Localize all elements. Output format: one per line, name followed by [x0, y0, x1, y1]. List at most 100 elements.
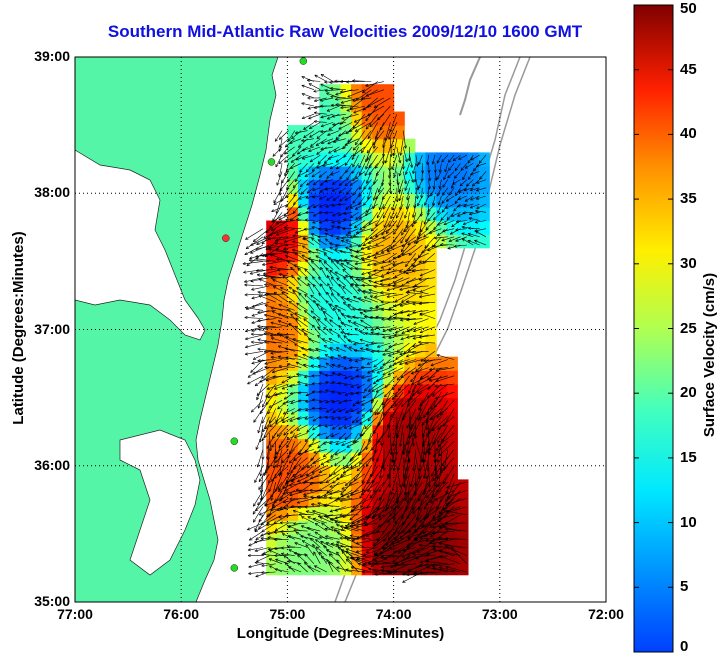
vector-head: [399, 354, 403, 356]
vector-head: [314, 74, 317, 78]
velocity-vector: [331, 381, 340, 385]
vector-head: [396, 451, 399, 455]
vector-head: [402, 451, 406, 455]
velocity-vector: [329, 243, 340, 246]
velocity-cell: [457, 561, 469, 576]
velocity-vector: [352, 187, 359, 196]
vector-head: [379, 283, 383, 286]
velocity-vector: [287, 546, 302, 548]
vector-head: [316, 137, 320, 139]
vector-head: [332, 199, 336, 201]
velocity-vector: [258, 278, 276, 287]
vector-head: [332, 139, 336, 143]
velocity-vector: [368, 563, 391, 565]
velocity-vector: [397, 449, 404, 471]
velocity-cell: [351, 465, 363, 480]
vector-head: [261, 375, 264, 379]
vector-head: [295, 132, 299, 135]
vector-head: [401, 245, 406, 247]
velocity-vector: [368, 163, 378, 176]
velocity-vector: [367, 408, 378, 422]
velocity-cell: [467, 152, 480, 167]
velocity-vector: [307, 258, 321, 262]
velocity-vector: [382, 400, 398, 416]
vector-head: [368, 274, 371, 278]
velocity-vector: [310, 138, 321, 147]
vector-head: [343, 425, 347, 429]
vector-head: [336, 551, 340, 554]
velocity-vector: [312, 510, 327, 516]
vector-head: [293, 552, 297, 555]
velocity-cell: [467, 234, 480, 249]
vector-head: [313, 107, 317, 110]
velocity-vector: [283, 244, 302, 250]
velocity-vector: [411, 408, 423, 428]
vector-head: [363, 186, 365, 190]
velocity-cell: [383, 97, 395, 113]
velocity-vector: [359, 130, 372, 145]
vector-head: [315, 546, 320, 548]
velocity-cell: [308, 424, 320, 440]
vector-head: [261, 255, 265, 258]
velocity-cell: [276, 275, 288, 290]
velocity-vector: [334, 506, 353, 511]
vector-head: [331, 114, 335, 117]
vector-head: [250, 341, 254, 344]
velocity-vector: [294, 354, 308, 360]
velocity-vector: [355, 171, 366, 180]
velocity-vector: [257, 416, 264, 434]
velocity-vector: [253, 506, 264, 523]
vector-head: [281, 419, 285, 422]
velocity-cell: [425, 533, 437, 549]
vector-head: [324, 318, 328, 320]
vector-head: [338, 436, 341, 440]
vector-head: [334, 521, 338, 524]
velocity-cell: [298, 465, 310, 480]
velocity-vector: [305, 195, 315, 199]
vector-head: [248, 543, 251, 546]
vector-head: [355, 143, 358, 146]
vector-head: [335, 138, 339, 140]
vector-head: [274, 459, 277, 463]
vector-head: [380, 442, 382, 446]
vector-head: [310, 495, 314, 498]
velocity-cell: [287, 397, 299, 412]
vector-head: [338, 400, 341, 404]
vector-head: [369, 306, 373, 309]
velocity-vector: [396, 530, 417, 543]
velocity-vector: [355, 212, 366, 220]
velocity-vector: [352, 146, 366, 157]
vector-head: [330, 543, 334, 546]
velocity-vector: [320, 283, 327, 295]
velocity-vector: [303, 496, 321, 499]
vector-head: [375, 304, 378, 308]
velocity-cell: [329, 411, 342, 426]
velocity-cell: [361, 125, 373, 140]
velocity-vector: [331, 400, 340, 403]
vector-head: [403, 476, 407, 479]
vector-head: [365, 127, 369, 130]
vector-head: [247, 374, 250, 378]
vector-head: [318, 400, 322, 403]
vector-head: [371, 458, 374, 462]
velocity-vector: [378, 408, 391, 426]
velocity-cell: [276, 533, 288, 549]
vector-head: [333, 529, 337, 531]
velocity-vector: [401, 293, 417, 303]
velocity-vector: [245, 334, 264, 340]
velocity-vector: [281, 553, 295, 556]
velocity-vector: [415, 465, 423, 487]
vector-head: [304, 332, 308, 335]
vector-head: [330, 456, 334, 458]
vector-head: [336, 277, 339, 281]
velocity-cell: [329, 111, 342, 126]
vector-head: [306, 190, 309, 194]
vector-head: [362, 535, 366, 537]
velocity-cell: [308, 520, 320, 535]
vector-head: [347, 339, 351, 343]
velocity-vector: [319, 203, 327, 208]
velocity-vector: [354, 465, 366, 482]
velocity-vector: [312, 399, 321, 401]
vector-head: [330, 526, 334, 530]
vector-head: [367, 246, 370, 250]
